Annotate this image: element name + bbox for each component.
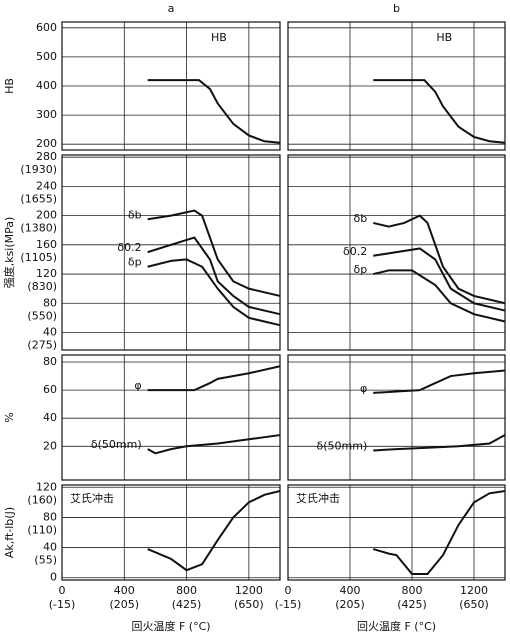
y-axis-label: HB	[3, 78, 16, 94]
curve	[147, 236, 281, 316]
y-tick-sublabel: (1930)	[20, 163, 57, 176]
curve	[373, 434, 506, 452]
panel-frame	[61, 484, 281, 581]
x-tick-label: 400	[114, 584, 135, 597]
series-label: δb	[354, 212, 368, 225]
x-tick-sublabel: (205)	[335, 598, 365, 611]
panel-frame	[287, 354, 506, 481]
series-label: δ(50mm)	[91, 438, 142, 451]
series-label: δ(50mm)	[317, 440, 368, 453]
y-tick-label: 280	[36, 150, 57, 163]
curve	[147, 209, 281, 297]
series-label: HB	[436, 31, 452, 44]
y-tick-label: 160	[36, 238, 57, 251]
y-tick-label: 40	[43, 541, 57, 554]
y-tick-label: 40	[43, 325, 57, 338]
y-axis-label: 强度,ksi(MPa)	[2, 217, 16, 289]
curve	[373, 247, 506, 312]
series-label: φ	[134, 379, 141, 392]
panel-frame	[61, 354, 281, 481]
x-tick-label: 800	[176, 584, 197, 597]
x-tick-label: 0	[59, 584, 66, 597]
y-tick-label: 240	[36, 179, 57, 192]
y-tick-label: 400	[36, 79, 57, 92]
curve	[147, 434, 281, 455]
y-tick-sublabel: (1380)	[20, 222, 57, 235]
x-tick-sublabel: (650)	[234, 598, 264, 611]
panel-frame	[287, 154, 506, 351]
y-tick-label: 500	[36, 50, 57, 63]
curve	[147, 365, 281, 392]
curve	[373, 214, 506, 305]
y-tick-sublabel: (1655)	[20, 192, 57, 205]
x-tick-label: 800	[402, 584, 423, 597]
curve	[373, 369, 506, 394]
y-tick-sublabel: (830)	[27, 280, 57, 293]
series-label: 艾氏冲击	[296, 491, 340, 505]
x-tick-label: 0	[285, 584, 292, 597]
curve	[147, 79, 281, 144]
y-tick-label: 0	[50, 571, 57, 584]
series-label: δ0.2	[343, 245, 367, 258]
y-axis-label: %	[3, 412, 16, 422]
y-tick-label: 120	[36, 480, 57, 493]
panel-frame	[287, 484, 506, 581]
x-axis-label: 回火温度 F (°C)	[357, 619, 436, 633]
y-tick-sublabel: (110)	[27, 523, 57, 536]
y-tick-sublabel: (550)	[27, 309, 57, 322]
x-tick-label: 400	[340, 584, 361, 597]
x-tick-sublabel: (205)	[109, 598, 139, 611]
series-label: δp	[354, 263, 368, 276]
y-tick-label: 120	[36, 267, 57, 280]
panel-frame	[287, 21, 506, 151]
x-tick-label: 1200	[460, 584, 488, 597]
x-tick-sublabel: (-15)	[275, 598, 302, 611]
y-tick-label: 600	[36, 21, 57, 34]
curve	[147, 490, 281, 572]
y-tick-label: 80	[43, 355, 57, 368]
x-tick-sublabel: (425)	[397, 598, 427, 611]
y-tick-sublabel: (55)	[34, 554, 57, 567]
panel-frame	[61, 21, 281, 151]
series-label: δp	[128, 256, 142, 269]
x-tick-sublabel: (650)	[459, 598, 489, 611]
y-tick-label: 80	[43, 296, 57, 309]
y-tick-label: 200	[36, 137, 57, 150]
x-axis-label: 回火温度 F (°C)	[131, 619, 210, 633]
curve	[373, 269, 506, 323]
x-tick-sublabel: (-15)	[49, 598, 76, 611]
series-label: φ	[360, 382, 367, 395]
series-label: δb	[128, 208, 142, 221]
y-tick-sublabel: (275)	[27, 338, 57, 351]
curve	[373, 79, 506, 144]
series-label: 艾氏冲击	[70, 491, 114, 505]
y-tick-sublabel: (160)	[27, 493, 57, 506]
series-label: δ0.2	[117, 241, 141, 254]
series-label: HB	[211, 31, 227, 44]
column-title: a	[168, 2, 175, 15]
x-tick-sublabel: (425)	[172, 598, 202, 611]
curve	[147, 258, 281, 327]
y-tick-label: 60	[43, 383, 57, 396]
y-tick-label: 40	[43, 411, 57, 424]
column-title: b	[393, 2, 400, 15]
y-tick-label: 20	[43, 439, 57, 452]
x-tick-label: 1200	[235, 584, 263, 597]
y-tick-label: 300	[36, 108, 57, 121]
y-tick-label: 200	[36, 209, 57, 222]
y-axis-label: Ak,ft-lb(J)	[3, 507, 16, 558]
y-tick-label: 80	[43, 510, 57, 523]
curve	[372, 490, 506, 575]
panel-frame	[61, 154, 281, 351]
y-tick-sublabel: (1105)	[20, 251, 57, 264]
